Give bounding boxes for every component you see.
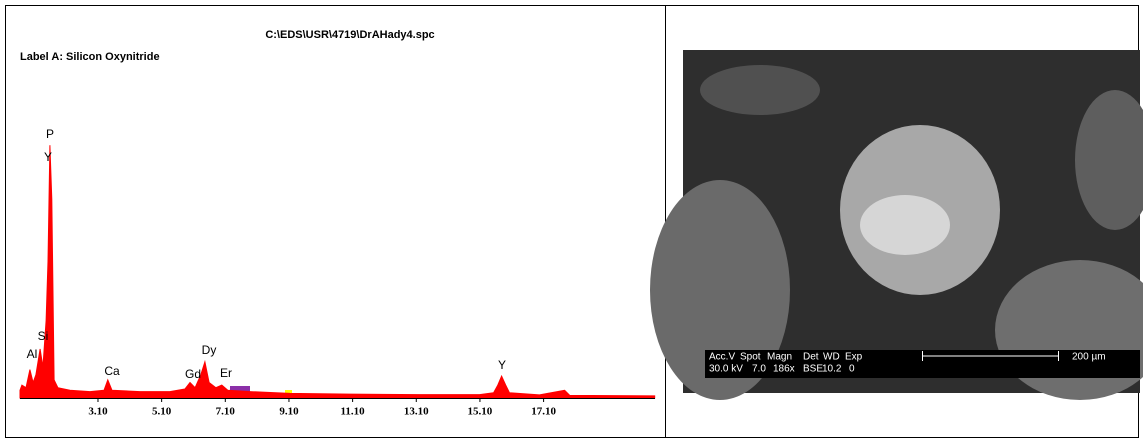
particle: [1075, 90, 1143, 230]
info-header: WD: [823, 352, 840, 363]
x-tick-label: 13.10: [404, 406, 429, 418]
spectrum-area: [19, 145, 656, 399]
info-value: 7.0: [752, 364, 766, 375]
peak-label: Er: [220, 366, 232, 380]
x-tick-label: 9.10: [279, 406, 299, 418]
info-value: 186x: [773, 364, 795, 375]
x-tick-label: 17.10: [531, 406, 556, 418]
info-value: BSE: [803, 364, 823, 375]
info-value: 0: [849, 364, 855, 375]
peak-label: P: [46, 127, 54, 141]
info-header: Exp: [845, 352, 863, 363]
peak-label: Si: [38, 329, 49, 343]
peak-label: Y: [44, 150, 52, 164]
chart-title: C:\EDS\USR\4719\DrAHady4.spc: [265, 29, 434, 41]
particle: [700, 65, 820, 115]
particle: [860, 195, 950, 255]
x-tick-label: 5.10: [152, 406, 172, 418]
micrograph: 200 µm: [650, 50, 1143, 400]
peak-label: Y: [498, 358, 506, 372]
peak-label: Al: [27, 347, 38, 361]
info-header: Magn: [767, 352, 792, 363]
info-value: 30.0 kV: [709, 364, 743, 375]
peak-label: Gd: [185, 367, 201, 381]
peak-label: Ca: [104, 364, 120, 378]
x-tick-label: 15.10: [468, 406, 493, 418]
peak-label: Dy: [202, 343, 217, 357]
info-value: 10.2: [822, 364, 842, 375]
info-header: Det: [803, 352, 819, 363]
info-header: Acc.V: [709, 352, 735, 363]
x-tick-label: 3.10: [88, 406, 108, 418]
particle: [650, 180, 790, 400]
scale-label: 200 µm: [1072, 352, 1106, 363]
info-header: Spot: [740, 352, 761, 363]
x-tick-label: 11.10: [341, 406, 366, 418]
x-tick-label: 7.10: [216, 406, 236, 418]
chart-subtitle: Label A: Silicon Oxynitride: [20, 51, 160, 63]
spectrum: [19, 145, 656, 399]
